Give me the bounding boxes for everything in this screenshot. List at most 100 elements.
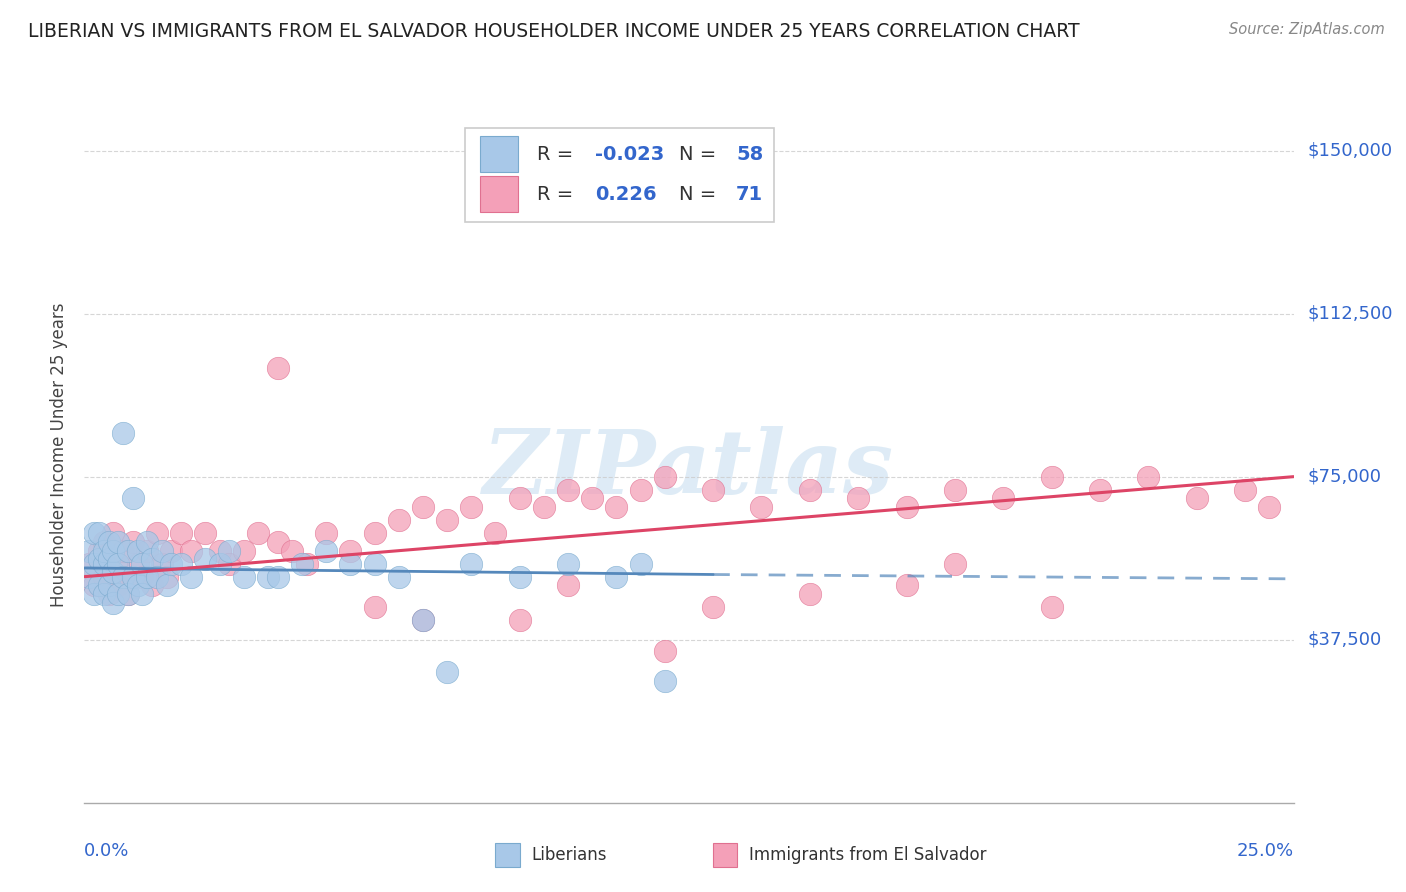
Point	[150, 557, 173, 571]
Point	[93, 570, 115, 584]
Text: 0.0%: 0.0%	[84, 842, 129, 860]
Point	[97, 552, 120, 566]
Point	[77, 557, 100, 571]
Point	[87, 526, 110, 541]
Point	[436, 665, 458, 680]
Text: $75,000: $75,000	[1308, 467, 1382, 485]
Point	[291, 557, 314, 571]
Point	[630, 557, 652, 571]
Point	[121, 570, 143, 584]
Point	[160, 543, 183, 558]
Point	[233, 543, 256, 558]
Point	[896, 578, 918, 592]
Point	[630, 483, 652, 497]
Point	[127, 557, 149, 571]
Point	[180, 570, 202, 584]
Point	[218, 557, 240, 571]
Text: Source: ZipAtlas.com: Source: ZipAtlas.com	[1229, 22, 1385, 37]
Point	[83, 578, 105, 592]
Point	[281, 543, 304, 558]
Point	[702, 600, 724, 615]
Point	[83, 526, 105, 541]
Point	[107, 557, 129, 571]
Point	[93, 587, 115, 601]
Bar	[495, 843, 520, 867]
Point	[1258, 500, 1281, 514]
Point	[315, 543, 337, 558]
Point	[896, 500, 918, 514]
Point	[131, 557, 153, 571]
Point	[146, 570, 169, 584]
Point	[155, 578, 177, 592]
Point	[509, 570, 531, 584]
Text: 58: 58	[737, 145, 763, 164]
Point	[295, 557, 318, 571]
Bar	[479, 176, 519, 212]
Text: N =: N =	[679, 145, 723, 164]
Point	[103, 596, 125, 610]
Text: $112,500: $112,500	[1308, 304, 1393, 323]
Point	[87, 543, 110, 558]
Point	[943, 483, 966, 497]
Text: R =: R =	[537, 185, 579, 203]
Text: N =: N =	[679, 185, 723, 203]
Point	[87, 552, 110, 566]
Text: Immigrants from El Salvador: Immigrants from El Salvador	[749, 846, 987, 864]
Point	[654, 674, 676, 689]
FancyBboxPatch shape	[465, 128, 773, 222]
Y-axis label: Householder Income Under 25 years: Householder Income Under 25 years	[51, 302, 69, 607]
Point	[257, 570, 280, 584]
Point	[131, 587, 153, 601]
Point	[117, 587, 139, 601]
Point	[388, 513, 411, 527]
Point	[436, 513, 458, 527]
Point	[267, 361, 290, 376]
Point	[83, 557, 105, 571]
Point	[170, 526, 193, 541]
Point	[121, 535, 143, 549]
Point	[460, 500, 482, 514]
Point	[146, 526, 169, 541]
Point	[93, 535, 115, 549]
Point	[702, 483, 724, 497]
Point	[509, 613, 531, 627]
Point	[993, 491, 1015, 506]
Point	[267, 570, 290, 584]
Point	[127, 578, 149, 592]
Point	[77, 570, 100, 584]
Point	[557, 483, 579, 497]
Point	[150, 543, 173, 558]
Point	[267, 535, 290, 549]
Point	[533, 500, 555, 514]
Point	[799, 587, 821, 601]
Point	[160, 557, 183, 571]
Bar	[479, 136, 519, 172]
Text: R =: R =	[537, 145, 579, 164]
Text: -0.023: -0.023	[595, 145, 664, 164]
Point	[484, 526, 506, 541]
Text: ZIPatlas: ZIPatlas	[484, 425, 894, 512]
Point	[117, 587, 139, 601]
Point	[112, 570, 135, 584]
Text: LIBERIAN VS IMMIGRANTS FROM EL SALVADOR HOUSEHOLDER INCOME UNDER 25 YEARS CORREL: LIBERIAN VS IMMIGRANTS FROM EL SALVADOR …	[28, 22, 1080, 41]
Point	[194, 552, 217, 566]
Point	[363, 600, 385, 615]
Point	[247, 526, 270, 541]
Text: 25.0%: 25.0%	[1236, 842, 1294, 860]
Point	[107, 578, 129, 592]
Point	[605, 500, 627, 514]
Point	[107, 557, 129, 571]
Point	[1137, 469, 1160, 483]
Point	[218, 543, 240, 558]
Point	[77, 543, 100, 558]
Point	[557, 578, 579, 592]
Point	[943, 557, 966, 571]
Point	[557, 557, 579, 571]
Point	[581, 491, 603, 506]
Point	[654, 643, 676, 657]
Text: $150,000: $150,000	[1308, 142, 1392, 160]
Point	[83, 587, 105, 601]
Text: Liberians: Liberians	[531, 846, 607, 864]
Point	[97, 535, 120, 549]
Point	[208, 543, 231, 558]
